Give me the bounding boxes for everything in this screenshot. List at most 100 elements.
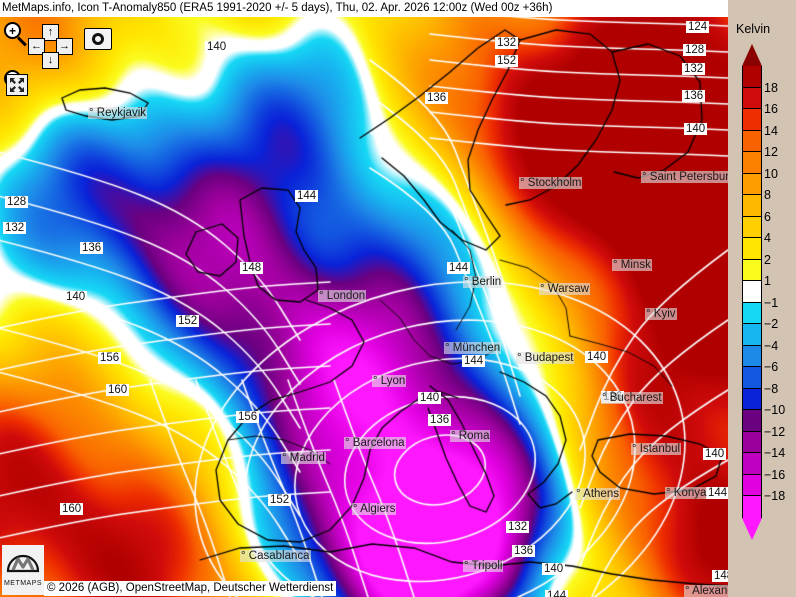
city-label: Lyon [372, 375, 407, 387]
city-label: Alexandria [684, 585, 728, 597]
colorbar-tick: 8 [764, 187, 771, 202]
city-label: Stockholm [519, 177, 583, 189]
pan-up-button[interactable]: ↑ [42, 24, 59, 41]
isobar-label: 160 [60, 503, 84, 515]
isobar-label: 136 [80, 242, 104, 254]
isobar-label: 136 [428, 414, 452, 426]
magnifier-plus-icon: + [4, 22, 21, 39]
city-label: Casablanca [240, 550, 311, 562]
isobar-label: 152 [495, 55, 519, 67]
colorbar-swatch [743, 109, 761, 131]
colorbar-tick: 2 [764, 252, 771, 267]
colorbar-tick: −6 [764, 359, 779, 374]
isobar-label: 136 [512, 545, 536, 557]
isobar-label: 132 [506, 521, 530, 533]
pan-left-button[interactable]: ← [28, 38, 45, 55]
isobar-label: 132 [495, 37, 519, 49]
map-viewport[interactable]: Reykjavik London Stockholm Saint Petersburg… [0, 0, 728, 597]
metmaps-logo: METMAPS [2, 545, 44, 595]
isobar-label: 132 [682, 63, 706, 75]
colorbar-tick: −10 [764, 402, 786, 417]
city-label: Madrid [281, 452, 326, 464]
pan-down-button[interactable]: ↓ [42, 52, 59, 69]
legend-unit-label: Kelvin [736, 22, 771, 36]
colorbar-tick: −1 [764, 295, 779, 310]
magnifier-handle [16, 36, 27, 47]
colorbar-tick: −2 [764, 316, 779, 331]
isobar-label: 136 [682, 90, 706, 102]
logo-wordmark: METMAPS [3, 580, 43, 587]
colorbar-tick: −18 [764, 488, 786, 503]
city-label: Kyiv [645, 308, 677, 320]
isobar-label: 148 [712, 570, 728, 582]
isobar-label: 152 [268, 494, 292, 506]
colorbar-tick: 10 [764, 166, 778, 181]
colorbar-swatch [743, 66, 761, 88]
isobar-label: 144 [447, 262, 471, 274]
colorbar-swatch [743, 410, 761, 432]
isobar-label: 128 [683, 44, 707, 56]
colorbar-swatch [743, 453, 761, 475]
city-label: Reykjavik [88, 107, 148, 119]
colorbar-swatch [743, 173, 761, 195]
colorbar-tick: 12 [764, 144, 778, 159]
isobar-label: 140 [64, 291, 88, 303]
colorbar-swatch [743, 281, 761, 303]
colorbar-swatch [743, 152, 761, 174]
isobar-label: 140 [703, 448, 727, 460]
city-label: Minsk [612, 259, 652, 271]
colorbar-swatch [743, 302, 761, 324]
fullscreen-button[interactable] [6, 74, 28, 96]
colorbar-swatch [743, 324, 761, 346]
map-title: MetMaps.info, Icon T-Anomaly850 (ERA5 19… [0, 0, 728, 17]
city-label: Bucharest [601, 392, 663, 404]
city-label: Istanbul [631, 443, 682, 455]
city-label: London [318, 290, 367, 302]
pan-right-button[interactable]: → [56, 38, 73, 55]
colorbar-tick: 14 [764, 123, 778, 138]
city-label: Budapest [516, 352, 575, 364]
colorbar-swatch [743, 345, 761, 367]
isobar-label: 156 [236, 411, 260, 423]
colorbar-swatch [743, 87, 761, 109]
isobar-label: 136 [425, 92, 449, 104]
isobar-label: 156 [98, 352, 122, 364]
isobar-label: 140 [418, 392, 442, 404]
colorbar-tick: −4 [764, 338, 779, 353]
zoom-in-button[interactable]: + [4, 22, 30, 48]
colorbar-swatch [743, 367, 761, 389]
colorbar-over-arrow [742, 44, 762, 66]
colorbar-swatch [743, 496, 761, 518]
color-scale[interactable]: 18 16 14 12 10 8 6 4 2 1 −1 −2 −4 −6 −8 −10 −12 −14 −16 −18 [742, 44, 794, 564]
screenshot-button[interactable] [84, 28, 112, 50]
city-label: München [444, 342, 502, 354]
city-label: Konya [665, 487, 708, 499]
colorbar-tick: 1 [764, 273, 771, 288]
isobar-label: 140 [542, 563, 566, 575]
colorbar-tick: 4 [764, 230, 771, 245]
colorbar-swatch [743, 388, 761, 410]
city-label: Warsaw [539, 283, 590, 295]
colorbar-swatch [743, 259, 761, 281]
colorbar-swatch [743, 195, 761, 217]
legend-sidebar: Kelvin 18 16 14 12 10 8 6 4 2 1 −1 −2 −4 −6 −8 −10 −12 −1… [728, 0, 796, 597]
map-attribution: © 2026 (AGB), OpenStreetMap, Deutscher W… [44, 581, 337, 596]
isobar-label: 140 [205, 41, 229, 53]
isobar-label: 152 [176, 315, 200, 327]
metmaps-mark-icon [6, 554, 40, 573]
colorbar-swatch [743, 431, 761, 453]
city-label: Berlin [463, 276, 503, 288]
isobar-label: 128 [5, 196, 29, 208]
city-label: Algiers [352, 503, 397, 515]
isobar-label: 144 [706, 487, 728, 499]
colorbar-tick: 18 [764, 80, 778, 95]
colorbar-tick: −14 [764, 445, 786, 460]
colorbar-swatch [743, 474, 761, 496]
colorbar-swatch [743, 216, 761, 238]
isobar-label: 148 [240, 262, 264, 274]
colorbar-under-arrow [742, 517, 762, 540]
colorbar-tick: −8 [764, 381, 779, 396]
isobar-label: 140 [684, 123, 708, 135]
city-label: Athens [575, 488, 620, 500]
